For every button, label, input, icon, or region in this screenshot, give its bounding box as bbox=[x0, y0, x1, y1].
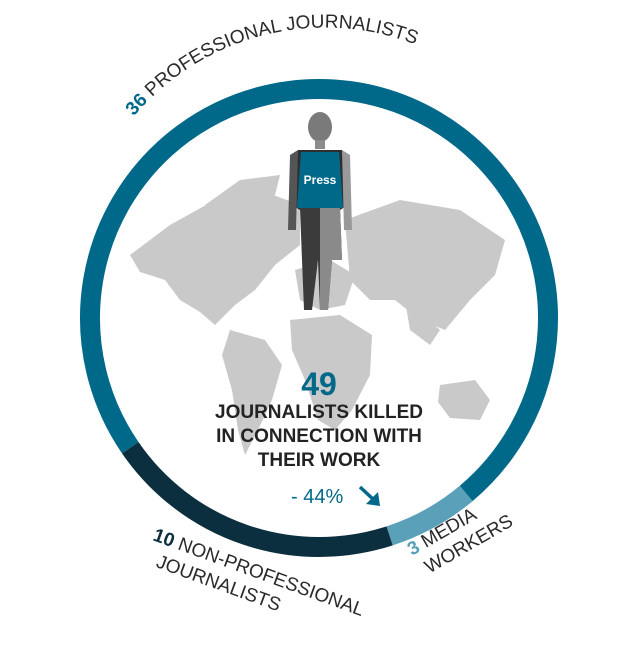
donut-segment-media-workers bbox=[386, 485, 473, 546]
world-map bbox=[130, 175, 505, 455]
donut-segment-non-professional-journalists bbox=[122, 442, 393, 557]
vest-press-label: Press bbox=[304, 173, 337, 187]
journalist-figure-illustration: Press bbox=[288, 112, 352, 310]
total-count: 49 bbox=[301, 366, 337, 402]
caption-text: JOURNALISTS KILLED IN CONNECTION WITH TH… bbox=[215, 402, 423, 471]
donut-segment-professional-journalists bbox=[80, 79, 558, 502]
arrow-down-right-icon bbox=[358, 485, 380, 506]
total-caption: JOURNALISTS KILLED IN CONNECTION WITH TH… bbox=[0, 401, 638, 473]
donut-ring bbox=[80, 79, 558, 557]
change-percent: - 44% bbox=[291, 486, 344, 508]
